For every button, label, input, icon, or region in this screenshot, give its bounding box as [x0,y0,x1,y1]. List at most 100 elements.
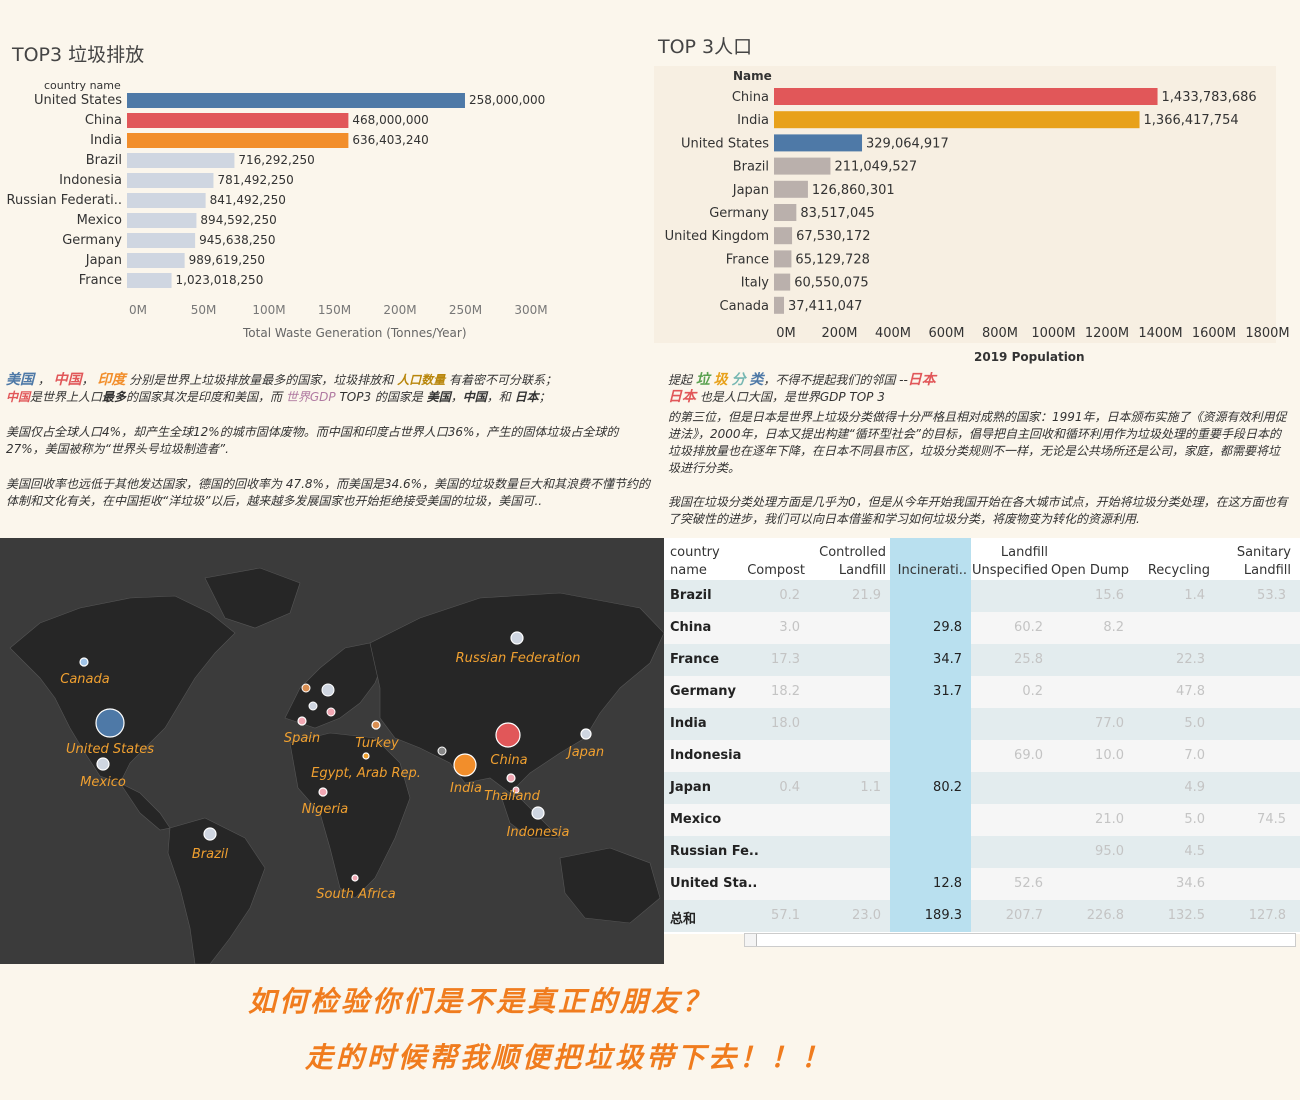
population-bar[interactable] [774,296,785,314]
waste-value-label: 636,403,240 [352,133,428,147]
map-marker[interactable] [301,683,311,693]
waste-bar[interactable] [127,113,349,128]
map-marker[interactable] [321,683,335,697]
waste-bar[interactable] [127,133,349,148]
population-bar[interactable] [774,227,793,245]
table-row[interactable] [664,708,1300,740]
gdp-highlight: 世界GDP [285,390,336,404]
population-bar[interactable] [774,134,863,152]
map-marker[interactable] [326,707,336,717]
table-cell: 18.0 [771,716,800,731]
africa-shape [289,732,411,899]
waste-bar[interactable] [127,213,197,228]
population-bar[interactable] [774,88,1158,105]
waste-bar[interactable] [127,93,465,108]
population-bar[interactable] [774,111,1140,129]
map-country-label: Canada [60,672,110,687]
map-marker[interactable] [495,722,521,748]
table-header-cell[interactable]: Recycling [1147,563,1210,578]
population-bar[interactable] [774,180,808,198]
table-header-cell[interactable]: Sanitary [1236,545,1291,560]
table-header-cell[interactable]: Incinerati.. [897,563,967,578]
map-marker[interactable] [510,631,524,645]
map-marker[interactable] [203,827,217,841]
table-cell: 226.8 [1086,908,1124,923]
table-row[interactable] [664,804,1300,836]
population-bar[interactable] [774,157,831,175]
population-bar[interactable] [774,250,792,268]
map-country-label: China [490,753,527,768]
right-category-label: United States [681,136,769,151]
table-header-cell[interactable]: name [670,563,707,578]
map-marker[interactable] [96,757,110,771]
right-axis-tick: 1200M [1085,326,1129,341]
left-category-label: France [79,273,122,288]
text-span: 最多 [102,390,127,404]
left-chart-title: TOP3 垃圾排放 [12,44,145,66]
table-header-cell[interactable]: Compost [747,563,805,578]
map-marker[interactable] [308,701,318,711]
population-value-label: 126,860,301 [812,183,895,198]
left-axis-tick: 100M [252,303,285,317]
table-row[interactable] [664,644,1300,676]
table-header-cell[interactable]: country [670,545,720,560]
table-header-cell[interactable]: Open Dump [1050,563,1129,578]
text-span: 垃 [695,372,710,388]
map-marker[interactable] [453,753,477,777]
table-row[interactable] [664,740,1300,772]
waste-bar[interactable] [127,273,172,288]
map-markers: Canada Russian Federation United States Mex… [60,631,604,902]
map-marker[interactable] [79,657,89,667]
left-axis-tick: 200M [383,303,416,317]
map-marker[interactable] [580,728,592,740]
population-bar[interactable] [774,273,791,291]
waste-bar[interactable] [127,233,196,248]
map-country-label: United States [66,742,154,757]
waste-bar[interactable] [127,173,214,188]
table-cell: 23.0 [852,908,881,923]
table-row[interactable] [664,900,1300,932]
waste-treatment-table[interactable]: country name Compost Controlled Landfill Inci… [664,538,1300,934]
text-span: TOP3 的国家是 [335,390,427,404]
table-row[interactable] [664,836,1300,868]
table-cell: 57.1 [771,908,800,923]
table-row[interactable] [664,612,1300,644]
table-header-cell[interactable]: Landfill [838,563,886,578]
map-marker[interactable] [297,716,307,726]
waste-bar[interactable] [127,153,235,168]
table-row-name: France [670,652,720,667]
left-axis-tick: 150M [318,303,351,317]
table-header-cell[interactable]: Landfill [1243,563,1291,578]
table-row[interactable] [664,580,1300,612]
table-header-cell[interactable]: Landfill [1000,545,1048,560]
table-row-name: Japan [670,780,711,795]
asia-shape [369,592,664,794]
map-marker[interactable] [351,874,359,882]
right-paragraph-3: 我国在垃圾分类处理方面是几乎为0，但是从今年开始我国开始在各大城市试点，开始将垃… [668,495,1288,526]
waste-bar[interactable] [127,253,185,268]
map-country-label: Brazil [192,847,229,862]
map-marker[interactable] [437,746,447,756]
table-header-cell[interactable]: Controlled [819,545,886,560]
table-cell: 60.2 [1014,620,1043,635]
table-header-cell[interactable]: Unspecified [972,563,1048,578]
table-row[interactable] [664,868,1300,900]
table-row[interactable] [664,772,1300,804]
right-category-label: Italy [741,276,770,291]
population-bar[interactable] [774,204,797,221]
scrollbar-thumb[interactable] [745,934,757,946]
table-row[interactable] [664,676,1300,708]
map-marker[interactable] [371,720,381,730]
left-category-label: Brazil [86,153,122,168]
map-marker[interactable] [531,806,545,820]
table-horizontal-scrollbar[interactable] [744,933,1296,947]
map-marker[interactable] [512,786,520,794]
map-marker[interactable] [362,752,370,760]
waste-bar[interactable] [127,193,206,208]
table-cell: 25.8 [1014,652,1043,667]
world-map[interactable]: Canada Russian Federation United States Mex… [0,538,664,964]
map-country-label: Turkey [355,736,399,751]
map-marker[interactable] [318,787,328,797]
map-marker[interactable] [506,773,516,783]
map-marker[interactable] [95,708,125,738]
